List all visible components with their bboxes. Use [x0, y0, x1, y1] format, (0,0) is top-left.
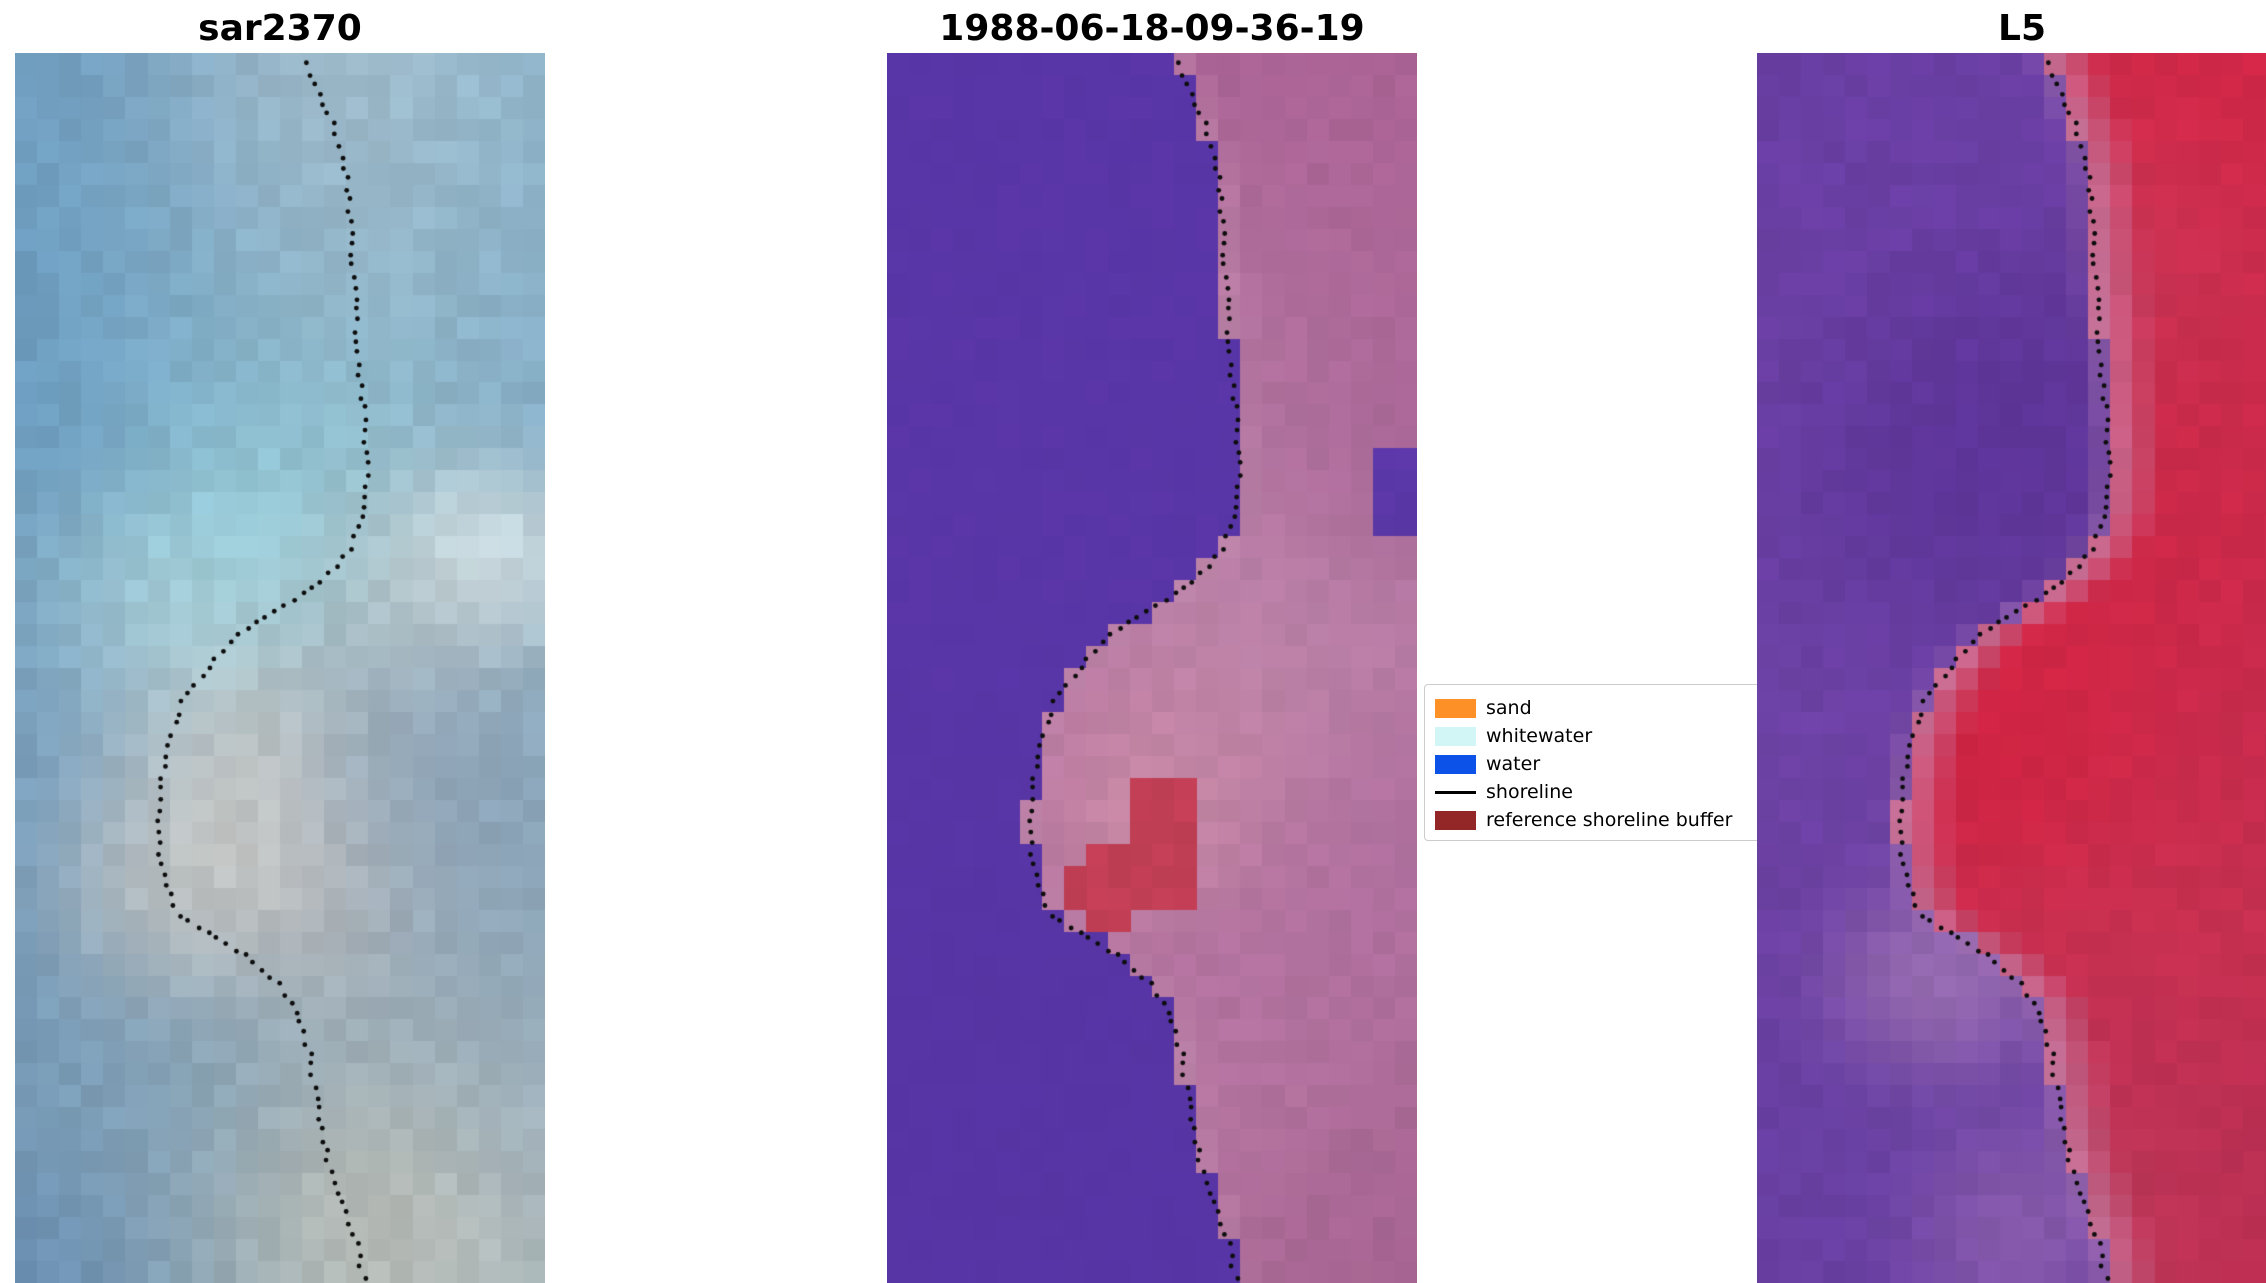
water-color-swatch: [1435, 754, 1476, 774]
legend-label-sand: sand: [1486, 697, 1532, 719]
panel-title-sar: sar2370: [198, 8, 362, 49]
panel-title-l5: L5: [1998, 8, 2046, 49]
legend-label-whitewater: whitewater: [1486, 725, 1593, 747]
legend-item-whitewater: whitewater: [1435, 722, 1763, 750]
l5-satellite-image: [1757, 53, 2266, 1283]
legend-label-reference-buffer: reference shoreline buffer: [1486, 809, 1733, 831]
panel-sar-image: [15, 53, 545, 1283]
legend-label-water: water: [1486, 753, 1541, 775]
panel-title-date: 1988-06-18-09-36-19: [939, 8, 1365, 49]
classified-satellite-image: [887, 53, 1417, 1283]
sar-satellite-image: [15, 53, 545, 1283]
shoreline-line-swatch: [1435, 790, 1476, 794]
reference-buffer-color-swatch: [1435, 810, 1476, 830]
legend: sand whitewater water shoreline referenc…: [1424, 684, 1764, 841]
legend-item-sand: sand: [1435, 694, 1763, 722]
legend-label-shoreline: shoreline: [1486, 781, 1573, 803]
sand-color-swatch: [1435, 698, 1476, 718]
whitewater-color-swatch: [1435, 726, 1476, 746]
panel-classified-image: [887, 53, 1417, 1283]
legend-item-shoreline: shoreline: [1435, 778, 1763, 806]
legend-item-water: water: [1435, 750, 1763, 778]
legend-item-reference-buffer: reference shoreline buffer: [1435, 806, 1763, 834]
panel-l5-image: [1757, 53, 2266, 1283]
